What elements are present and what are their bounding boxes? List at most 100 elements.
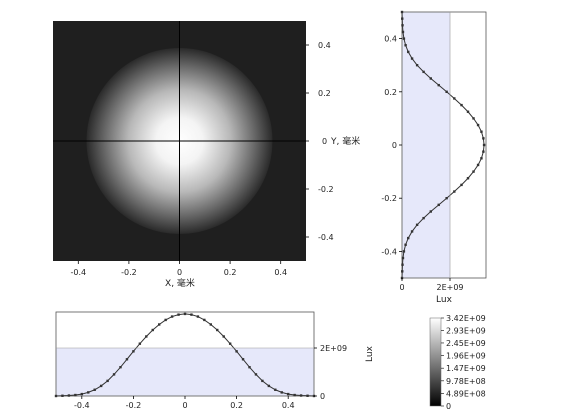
horizontal-profile-panel: -0.4 -0.2 0 0.2 0.4 0 2E+09 Lux [54, 311, 375, 410]
vertical-profile-point [460, 103, 463, 107]
vertical-profile-point [401, 270, 404, 273]
vertical-profile-point [400, 10, 404, 14]
vertical-profile-y-tick-label: 0 [392, 141, 397, 150]
vertical-profile-point [476, 123, 480, 127]
horizontal-profile-point [293, 393, 296, 397]
horizontal-profile-point [54, 394, 58, 398]
colorbar-label: 3.42E+09 [446, 314, 486, 323]
vertical-profile-point [466, 110, 470, 113]
horizontal-profile-point [177, 313, 180, 316]
heatmap-x-tick-label: -0.2 [121, 268, 137, 277]
vertical-profile-point [401, 256, 405, 260]
colorbar-label: 1.47E+09 [446, 364, 486, 373]
colorbar-label: 1.96E+09 [446, 352, 486, 361]
horizontal-profile-point [241, 358, 245, 361]
heatmap-x-ticks: -0.4 -0.2 0 0.2 0.4 [70, 261, 287, 277]
horizontal-profile-point [67, 394, 71, 397]
horizontal-profile-x-tick-label: -0.2 [126, 401, 142, 410]
horizontal-profile-point [261, 379, 264, 383]
vertical-profile-point [480, 130, 483, 133]
heatmap-x-tick-label: 0 [177, 268, 182, 277]
colorbar-label: 2.45E+09 [446, 339, 486, 348]
vertical-profile-point [401, 17, 404, 20]
vertical-profile-point [404, 44, 407, 47]
vertical-profile-point [402, 250, 406, 253]
vertical-profile-x-tick-label: 0 [399, 283, 404, 292]
vertical-profile-point [472, 117, 475, 120]
vertical-profile-point [401, 263, 404, 266]
vertical-profile-shade [402, 12, 450, 278]
horizontal-profile-point [170, 315, 174, 318]
horizontal-profile-point [235, 350, 238, 353]
horizontal-profile-point [254, 373, 258, 376]
horizontal-profile-y-label: Lux [365, 345, 375, 362]
horizontal-profile-point [164, 318, 167, 322]
vertical-profile-y-tick-label: 0.2 [384, 88, 397, 97]
colorbar-panel: 3.42E+09 2.93E+09 2.45E+09 1.96E+09 1.47E+09… [429, 314, 486, 411]
vertical-profile-point [429, 210, 432, 213]
horizontal-profile-point [228, 342, 232, 345]
vertical-profile-point [453, 97, 456, 100]
heatmap-y-tick-label: 0.4 [318, 41, 331, 50]
colorbar-label: 0 [446, 402, 451, 411]
horizontal-profile-y-tick-label: 0 [320, 392, 325, 401]
vertical-profile-point [401, 30, 405, 34]
horizontal-profile-point [287, 392, 290, 396]
vertical-profile-point [445, 90, 448, 93]
colorbar-labels: 3.42E+09 2.93E+09 2.45E+09 1.96E+09 1.47E+09… [441, 314, 486, 411]
horizontal-profile-markers [54, 312, 316, 398]
horizontal-profile-point [190, 313, 193, 316]
heatmap-x-label: X, 毫米 [165, 277, 195, 289]
vertical-profile-point [482, 137, 485, 140]
horizontal-profile-x-tick-label: -0.4 [74, 401, 90, 410]
vertical-profile-x-ticks: 0 2E+09 [399, 278, 464, 292]
vertical-profile-point [482, 150, 485, 153]
heatmap-x-tick-label: 0.4 [274, 268, 287, 277]
horizontal-profile-point [267, 384, 271, 388]
horizontal-profile-point [61, 394, 64, 397]
vertical-profile-point [404, 243, 407, 246]
vertical-profile-point [422, 70, 425, 74]
vertical-profile-point [437, 83, 440, 87]
heatmap-panel: -0.4 -0.2 0 0.2 0.4 0.4 0.2 0 -0.2 -0.4 X, 毫米 Y,… [53, 21, 360, 289]
colorbar-gradient-bar [429, 317, 442, 407]
horizontal-profile-shade [56, 348, 314, 396]
horizontal-profile-point [125, 358, 129, 361]
vertical-profile-point [410, 230, 414, 233]
vertical-profile-point [422, 216, 425, 220]
horizontal-profile-point [112, 373, 116, 376]
horizontal-profile-point [80, 392, 83, 396]
horizontal-profile-x-ticks: -0.4 -0.2 0 0.2 0.4 [74, 396, 295, 410]
vertical-profile-point [482, 143, 486, 147]
horizontal-profile-y-ticks: 0 2E+09 [314, 344, 347, 401]
horizontal-profile-point [99, 384, 103, 388]
horizontal-profile-point [74, 393, 77, 397]
colorbar-label: 9.78E+08 [446, 377, 486, 386]
horizontal-profile-point [222, 335, 225, 338]
horizontal-profile-point [216, 328, 219, 332]
horizontal-profile-point [138, 342, 142, 345]
vertical-profile-point [407, 236, 410, 240]
vertical-profile-point [410, 57, 414, 60]
vertical-profile-x-label: Lux [436, 295, 453, 305]
horizontal-profile-point [209, 323, 212, 326]
horizontal-profile-x-tick-label: 0.4 [282, 401, 295, 410]
horizontal-profile-point [203, 318, 206, 322]
horizontal-profile-point [119, 366, 122, 369]
heatmap-y-tick-label: 0 [322, 137, 327, 146]
heatmap-x-tick-label: -0.4 [70, 268, 86, 277]
horizontal-profile-point [151, 328, 154, 332]
horizontal-profile-point [158, 323, 161, 326]
vertical-profile-y-ticks: 0.4 0.2 0 -0.2 -0.4 [381, 35, 402, 256]
vertical-profile-panel: 0.4 0.2 0 -0.2 -0.4 0 2E+09 Lux [381, 10, 487, 305]
vertical-profile-y-tick-label: 0.4 [384, 35, 397, 44]
vertical-profile-point [415, 223, 419, 226]
horizontal-profile-point [183, 312, 187, 316]
horizontal-profile-point [274, 388, 277, 391]
horizontal-profile-point [248, 366, 251, 369]
vertical-profile-point [407, 50, 410, 54]
horizontal-profile-point [106, 379, 109, 383]
vertical-profile-point [472, 170, 475, 173]
horizontal-profile-point [299, 394, 303, 397]
